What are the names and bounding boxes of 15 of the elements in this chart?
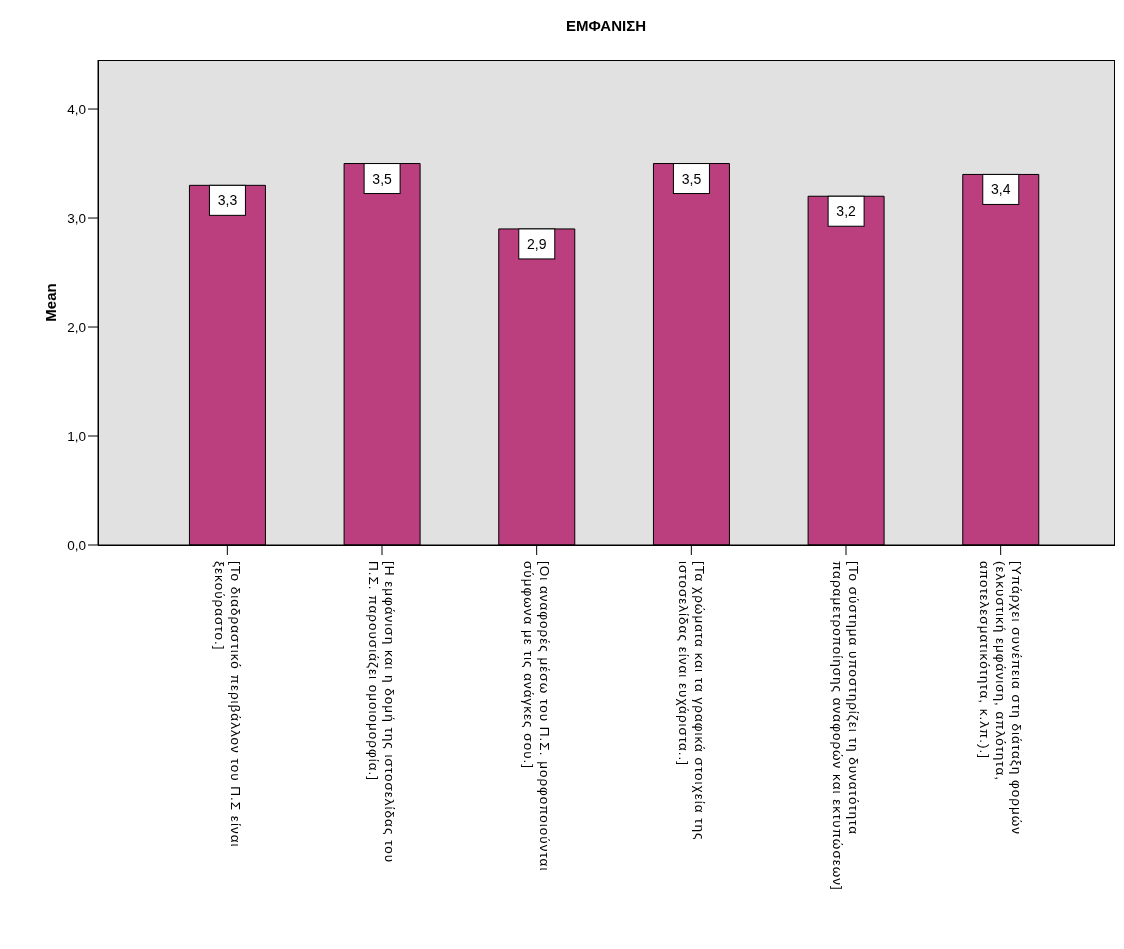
y-tick-label: 2,0 (67, 319, 86, 335)
y-tick-label: 3,0 (67, 210, 86, 226)
x-tick-label: [Το διαδραστικό περιβάλλον του Π.Σ είναι ξεκούραστο.] (211, 561, 243, 848)
data-label: 2,9 (527, 235, 547, 252)
y-tick-label: 4,0 (67, 101, 86, 117)
y-tick-label: 1,0 (67, 428, 86, 444)
data-label: 3,5 (681, 170, 702, 187)
data-label: 3,4 (991, 181, 1011, 198)
chart-title: ΕΜΦΑΝΙΣΗ (564, 17, 648, 34)
data-label: 3,3 (217, 192, 238, 209)
data-label: 3,5 (372, 170, 393, 187)
y-axis-title: Mean (41, 283, 59, 322)
data-label: 3,2 (836, 203, 857, 220)
x-tick-label: [Οι αναφορές μέσω του Π.Σ. μορφοποιούνται σύμφωνα με τις ανάγκες σου.] (520, 561, 552, 872)
y-tick-label: 0,0 (67, 537, 86, 553)
